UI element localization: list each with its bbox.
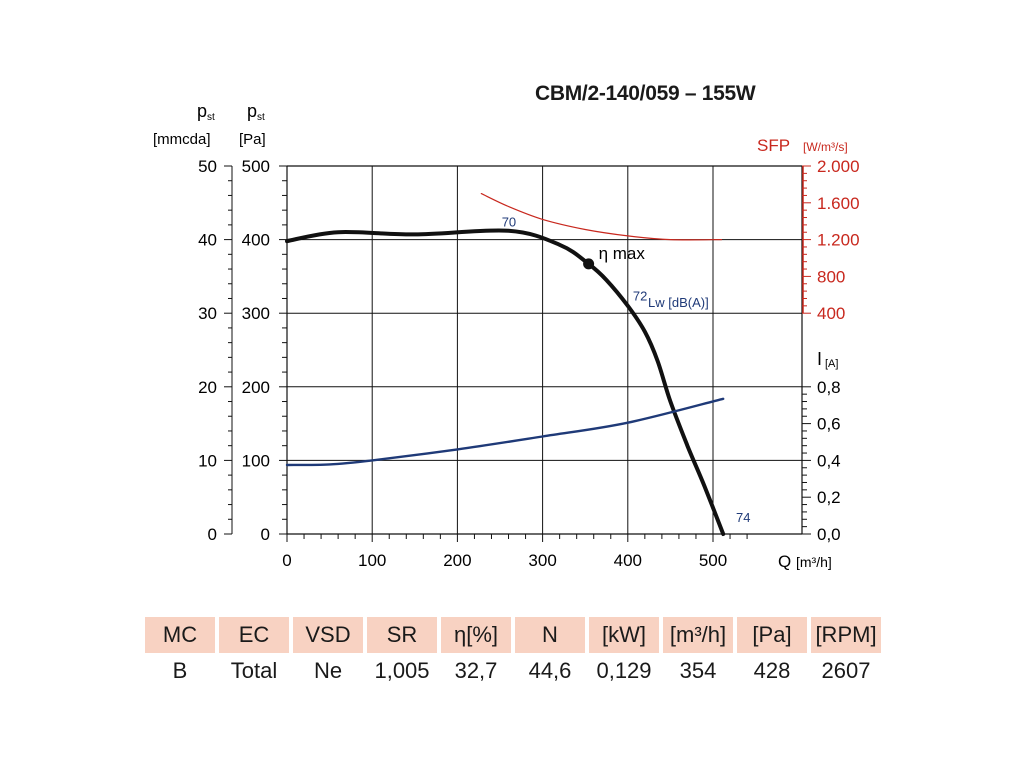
pressure-curve [285,228,726,536]
current-tick-label: 0,6 [817,415,841,434]
header-cell: SR [367,617,437,653]
mmcda-tick-label: 10 [198,451,217,470]
mmcda-tick-label: 50 [198,157,217,176]
curves [285,193,726,536]
sfp-axis-title: SFP [757,136,790,155]
header-cell: [m³/h] [663,617,733,653]
pa-tick-label: 100 [242,451,270,470]
x-tick-label: 500 [699,551,727,570]
SFP-curve [480,193,723,241]
header-cell: VSD [293,617,363,653]
sfp-tick-label: 400 [817,304,845,323]
subscript: st [207,112,215,123]
header-cell: η[%] [441,617,511,653]
mmcda-tick-label: 20 [198,378,217,397]
pa-tick-label: 200 [242,378,270,397]
value-cell: 354 [679,658,717,683]
pa-tick-label: 400 [242,231,270,250]
value-cell: Total [230,658,278,683]
value-cell: 428 [753,658,791,683]
lw-label: 74 [736,510,750,525]
header-cell: EC [219,617,289,653]
header-cell: MC [145,617,215,653]
grid [231,165,803,535]
x-tick-label: 200 [443,551,471,570]
value-cell: 2607 [821,658,871,683]
pa-unit: [Pa] [239,131,266,148]
current-tick-label: 0,2 [817,488,841,507]
sfp-tick-label: 1.200 [817,231,860,250]
pa-tick-label: 300 [242,304,270,323]
x-tick-label: 0 [282,551,291,570]
pa-tick-label: 0 [261,525,270,544]
axis-ticks [224,165,811,542]
chart-title: CBM/2-140/059 – 155W [535,82,756,105]
eta-max-label: η max [599,244,646,263]
value-cell: Ne [313,658,343,683]
lw-label: 72 [633,289,647,304]
lw-title: Lw [dB(A)] [648,295,709,310]
mmcda-unit: [mmcda] [153,131,211,148]
sfp-tick-label: 2.000 [817,157,860,176]
mmcda-tick-label: 0 [208,525,217,544]
spec-value-row: B Total Ne 1,005 32,7 44,6 0,129 354 428… [145,653,885,689]
value-cell: B [172,658,188,683]
value-cell: 0,129 [596,658,652,683]
current-tick-label: 0,4 [817,451,841,470]
mmcda-tick-label: 30 [198,304,217,323]
x-axis-title: Q [778,552,791,571]
sfp-tick-label: 800 [817,267,845,286]
subscript: st [257,112,265,123]
pa-tick-label: 500 [242,157,270,176]
current-unit: [A] [825,358,838,370]
annotations: η max 70 72 74 Lw [dB(A)] [502,214,751,525]
current-curve [285,397,725,467]
current-tick-label: 0,0 [817,525,841,544]
value-cell: 32,7 [454,658,498,683]
spec-header-row: MC EC VSD SR η[%] N [kW] [m³/h] [Pa] [RP… [145,617,885,653]
current-tick-label: 0,8 [817,378,841,397]
value-cell: 1,005 [374,658,430,683]
sfp-tick-label: 1.600 [817,194,860,213]
header-cell: [kW] [589,617,659,653]
lw-label: 70 [502,214,516,229]
header-cell: [RPM] [811,617,881,653]
x-tick-label: 400 [614,551,642,570]
mmcda-axis-title: pst [197,101,215,123]
mmcda-tick-label: 40 [198,231,217,250]
current-axis-title: I [817,349,822,369]
x-tick-label: 100 [358,551,386,570]
pa-axis-title: pst [247,101,265,123]
header-cell: N [515,617,585,653]
header-cell: [Pa] [737,617,807,653]
spec-table: MC EC VSD SR η[%] N [kW] [m³/h] [Pa] [RP… [145,617,885,689]
x-axis-unit: [m³/h] [796,554,832,570]
eta-max-point [583,258,595,270]
value-cell: 44,6 [528,658,572,683]
x-tick-label: 300 [528,551,556,570]
sfp-unit: [W/m³/s] [803,140,848,154]
